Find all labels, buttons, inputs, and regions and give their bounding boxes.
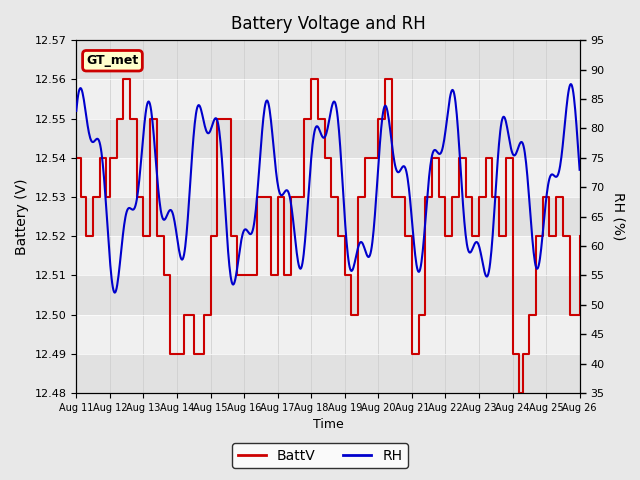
Y-axis label: RH (%): RH (%) bbox=[611, 192, 625, 241]
Bar bbox=[76, 354, 580, 393]
Text: GT_met: GT_met bbox=[86, 54, 139, 67]
Bar bbox=[76, 40, 580, 79]
Bar bbox=[76, 119, 580, 158]
Bar bbox=[76, 276, 580, 315]
X-axis label: Time: Time bbox=[312, 419, 343, 432]
Title: Battery Voltage and RH: Battery Voltage and RH bbox=[230, 15, 426, 33]
Legend: BattV, RH: BattV, RH bbox=[232, 443, 408, 468]
Y-axis label: Battery (V): Battery (V) bbox=[15, 179, 29, 255]
Bar bbox=[76, 197, 580, 236]
